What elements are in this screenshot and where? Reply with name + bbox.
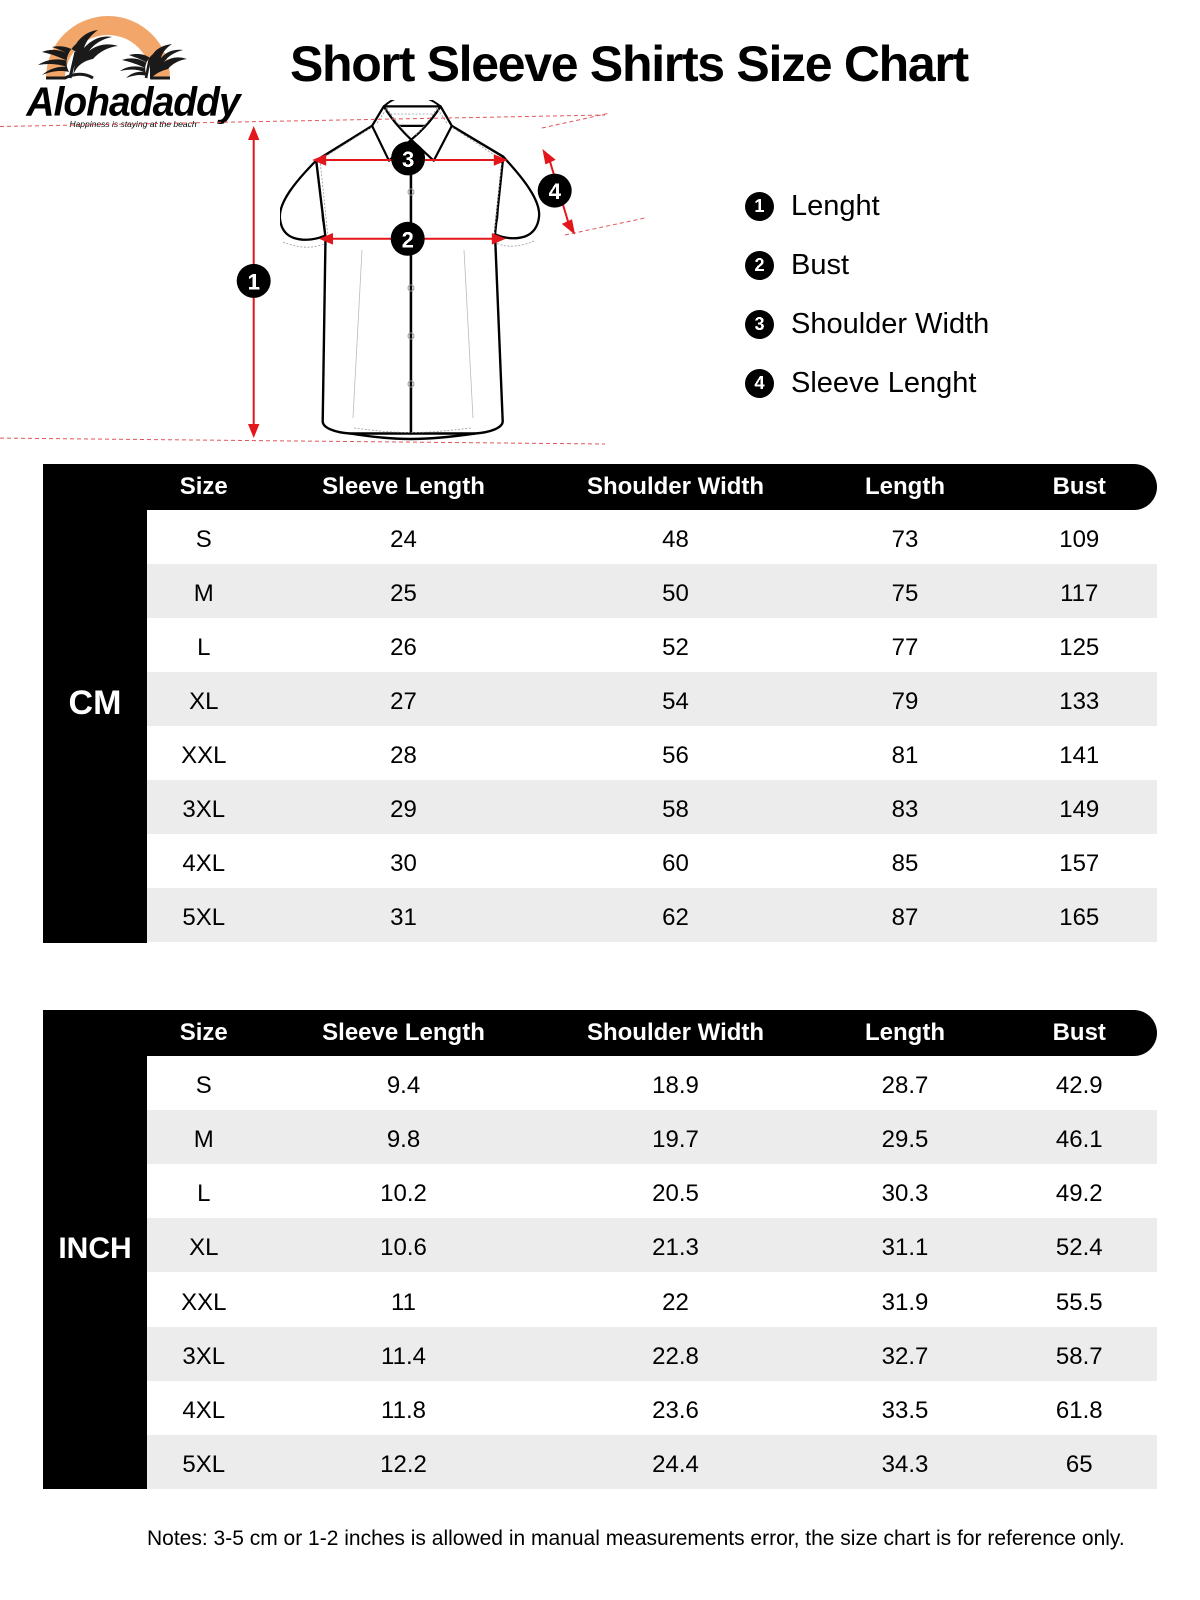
- svg-text:1: 1: [248, 270, 260, 295]
